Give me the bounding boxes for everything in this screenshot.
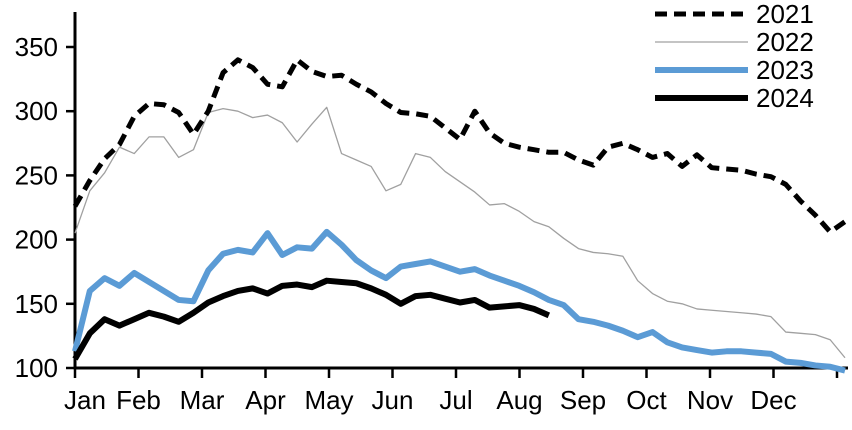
- x-axis-label: Jun: [372, 385, 414, 415]
- legend-label-2022: 2022: [756, 27, 814, 57]
- legend-label-2021: 2021: [756, 0, 814, 29]
- y-axis-label: 100: [15, 353, 58, 383]
- series-line-2024: [72, 277, 551, 361]
- series-line-2021: [72, 57, 847, 235]
- x-axis-label: May: [304, 385, 353, 415]
- x-axis-label: Jan: [64, 385, 106, 415]
- y-axis-label: 350: [15, 32, 58, 62]
- x-axis-label: Apr: [245, 385, 286, 415]
- series-line-2023: [72, 228, 846, 374]
- x-axis-label: Oct: [626, 385, 667, 415]
- x-axis-label: Mar: [180, 385, 225, 415]
- legend-label-2023: 2023: [756, 55, 814, 85]
- x-axis-label: Nov: [687, 385, 733, 415]
- x-axis-label: Aug: [496, 385, 542, 415]
- x-axis-label: Feb: [116, 385, 161, 415]
- y-axis-label: 200: [15, 225, 58, 255]
- x-axis-label: Sep: [560, 385, 606, 415]
- series-line-2022: [74, 106, 846, 359]
- y-axis-label: 150: [15, 289, 58, 319]
- legend-label-2024: 2024: [756, 83, 814, 113]
- y-axis-label: 300: [15, 96, 58, 126]
- y-axis-label: 250: [15, 160, 58, 190]
- x-axis-label: Dec: [750, 385, 796, 415]
- x-axis-label: Jul: [439, 385, 472, 415]
